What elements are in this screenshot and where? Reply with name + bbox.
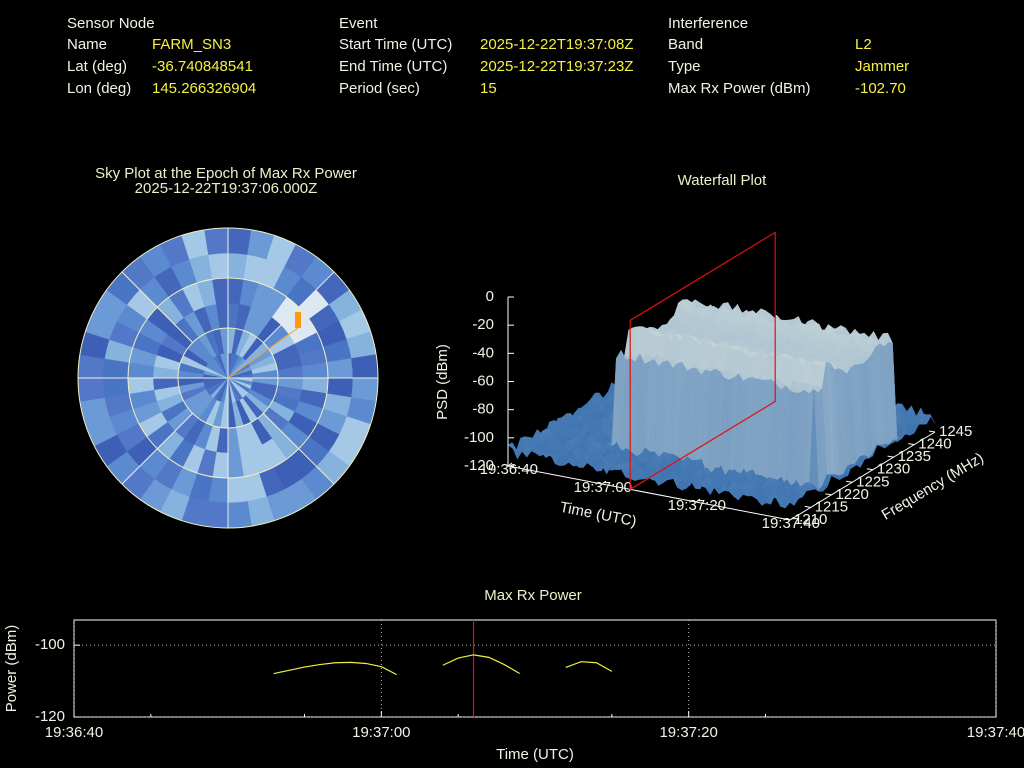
y-tick: [908, 443, 915, 446]
axis-line: [507, 465, 791, 521]
y-tick-label: 1220: [835, 486, 868, 503]
x-tick: [695, 498, 701, 503]
sky-cell: [204, 227, 229, 255]
surface: [507, 299, 936, 509]
y-tick: [804, 505, 811, 508]
x-axis-title: Time (UTC): [558, 499, 638, 531]
section-title: Interference: [668, 15, 748, 32]
x-tick-label: 19:37:40: [967, 724, 1024, 741]
chart-title: Waterfall Plot: [678, 172, 767, 189]
surface-cell: [507, 442, 518, 451]
field-label: Period (sec): [339, 80, 420, 97]
field-value: 145.266326904: [152, 80, 256, 97]
y-tick: [866, 468, 873, 471]
field-label: Lon (deg): [67, 80, 131, 97]
plot-frame: [73, 619, 997, 718]
z-tick-label: -60: [472, 372, 494, 389]
sky-spoke: [263, 271, 335, 343]
x-tick-label: 19:36:40: [45, 724, 103, 741]
x-tick-label: 19:37:00: [574, 479, 632, 496]
y-tick: [887, 455, 894, 458]
power-line: [273, 654, 613, 676]
x-tick: [789, 516, 795, 521]
sky-spoke: [121, 413, 193, 485]
field-value: FARM_SN3: [152, 36, 231, 53]
y-tick-label: 1225: [856, 473, 889, 490]
field-value: -36.740848541: [152, 58, 253, 75]
x-tick-label: 19:36:40: [480, 461, 538, 478]
sky-cell: [351, 354, 379, 379]
y-axis-title: Power (dBm): [3, 625, 20, 713]
field-value: 15: [480, 80, 497, 97]
chart-subtitle: 2025-12-22T19:37:06.000Z: [135, 180, 318, 197]
field-label: Max Rx Power (dBm): [668, 80, 811, 97]
surface-cell: [705, 487, 715, 496]
field-label: Type: [668, 58, 701, 75]
z-tick-label: -20: [472, 316, 494, 333]
y-tick: [825, 493, 832, 496]
y-tick-label: 1230: [877, 461, 910, 478]
section-title: Event: [339, 15, 378, 32]
y-tick-label: 1235: [898, 448, 931, 465]
field-label: Name: [67, 36, 107, 53]
z-tick-label: -120: [464, 457, 494, 474]
y-tick-label: 1240: [918, 436, 951, 453]
sky-cell: [227, 501, 252, 529]
axis-line: [789, 431, 936, 521]
sky-spoke: [121, 271, 193, 343]
field-value: L2: [855, 36, 872, 53]
field-label: End Time (UTC): [339, 58, 447, 75]
y-tick-label: -100: [35, 636, 65, 653]
source-direction: [227, 327, 299, 379]
field-label: Lat (deg): [67, 58, 127, 75]
field-value: 2025-12-22T19:37:08Z: [480, 36, 633, 53]
y-tick: [846, 480, 853, 483]
y-tick-label: 1215: [815, 498, 848, 515]
epoch-plane: [629, 231, 776, 491]
section-title: Sensor Node: [67, 15, 155, 32]
field-label: Start Time (UTC): [339, 36, 452, 53]
x-tick-label: 19:37:20: [659, 724, 717, 741]
z-tick-label: -100: [464, 429, 494, 446]
y-tick-label: 1245: [939, 423, 972, 440]
surface-cell: [785, 498, 795, 509]
chart-title: Sky Plot at the Epoch of Max Rx Power: [95, 165, 357, 182]
y-tick: [783, 518, 791, 521]
field-value: -102.70: [855, 80, 906, 97]
x-tick: [507, 462, 513, 467]
z-tick-label: -40: [472, 344, 494, 361]
field-value: 2025-12-22T19:37:23Z: [480, 58, 633, 75]
field-value: Jammer: [855, 58, 909, 75]
sky-cell: [77, 377, 105, 402]
x-tick: [601, 480, 607, 485]
x-tick-label: 19:37:40: [762, 515, 820, 532]
z-tick-label: -80: [472, 401, 494, 418]
y-tick-label: 1210: [794, 511, 827, 528]
x-axis-title: Time (UTC): [496, 746, 574, 763]
field-label: Band: [668, 36, 703, 53]
z-axis-title: PSD (dBm): [434, 344, 451, 420]
y-tick-label: -120: [35, 708, 65, 725]
x-tick-label: 19:37:20: [668, 497, 726, 514]
sky-spoke: [263, 413, 335, 485]
z-tick-label: 0: [486, 288, 494, 305]
chart-title: Max Rx Power: [484, 587, 582, 604]
source-marker: [295, 312, 301, 328]
x-tick-label: 19:37:00: [352, 724, 410, 741]
y-tick: [928, 430, 936, 433]
